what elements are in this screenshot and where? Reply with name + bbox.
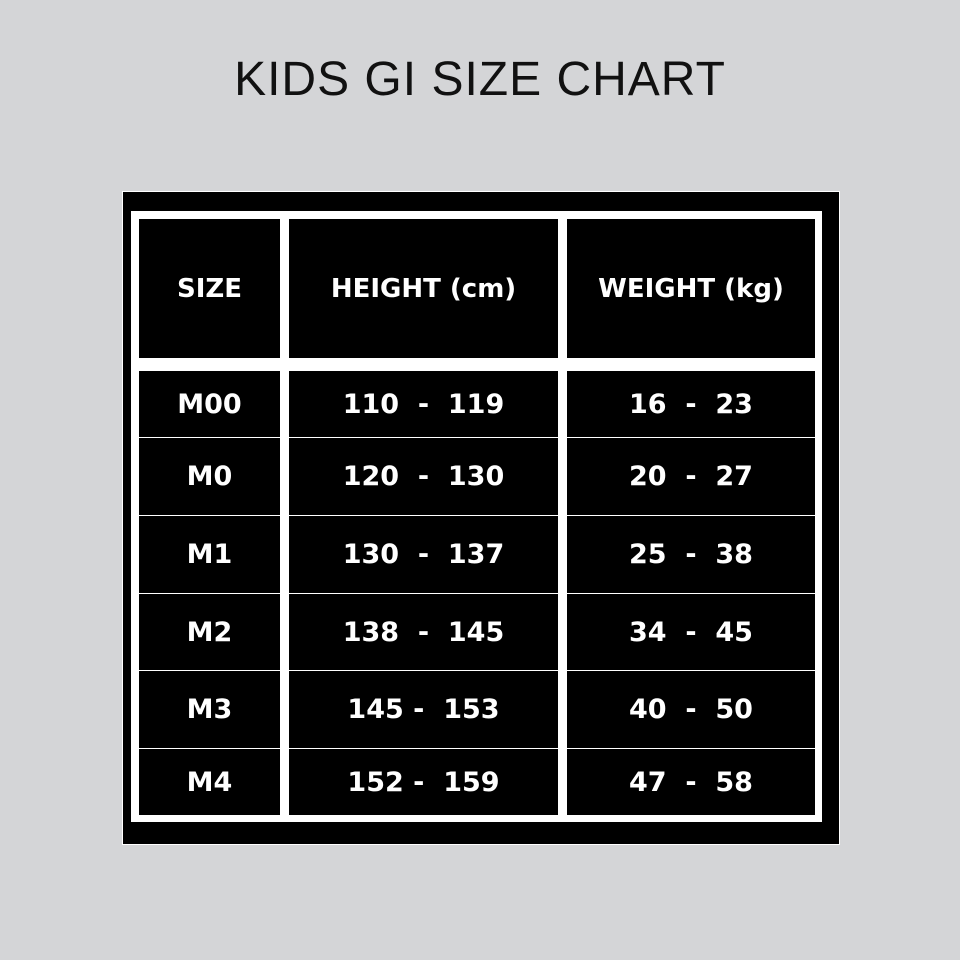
cell-weight: 47 - 58 [567,749,815,815]
header-size: SIZE [139,219,280,358]
cell-weight: 40 - 50 [567,671,815,748]
cell-size: M4 [139,749,280,815]
cell-size: M1 [139,516,280,593]
cell-size: M3 [139,671,280,748]
size-table: SIZE HEIGHT (cm) WEIGHT (kg) M00 110 - 119 16… [131,211,822,822]
cell-size: M0 [139,438,280,515]
cell-height: 110 - 119 [289,371,558,437]
cell-weight: 16 - 23 [567,371,815,437]
cell-weight: 20 - 27 [567,438,815,515]
cell-height: 145 - 153 [289,671,558,748]
cell-size: M00 [139,371,280,437]
header-weight: WEIGHT (kg) [567,219,815,358]
cell-size: M2 [139,594,280,670]
cell-weight: 25 - 38 [567,516,815,593]
header-height: HEIGHT (cm) [289,219,558,358]
page-title: KIDS GI SIZE CHART [234,53,726,106]
cell-height: 152 - 159 [289,749,558,815]
cell-height: 130 - 137 [289,516,558,593]
cell-height: 120 - 130 [289,438,558,515]
cell-weight: 34 - 45 [567,594,815,670]
cell-height: 138 - 145 [289,594,558,670]
